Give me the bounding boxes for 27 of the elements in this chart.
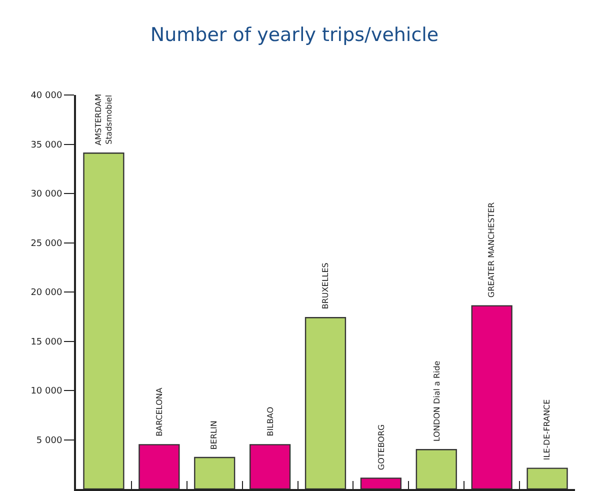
bar	[360, 478, 402, 489]
bar	[83, 152, 124, 489]
x-tick-label: GOTEBORG	[376, 424, 386, 470]
y-tick-label: 30 000	[30, 190, 62, 200]
x-tick-label: BARCELONA	[154, 387, 164, 436]
bar	[304, 317, 346, 489]
x-tick-label: AMSTERDAM Stadsmobiel	[94, 94, 114, 146]
x-tick-label: BERLIN	[210, 420, 219, 450]
bar	[416, 449, 457, 489]
y-tick-label: 20 000	[30, 288, 62, 298]
x-tick-label: BILBAO	[266, 406, 275, 436]
bar	[250, 444, 291, 489]
chart-title: Number of yearly trips/vehicle	[150, 24, 439, 46]
y-tick-label: 5 000	[36, 436, 62, 446]
x-tick-label: GREATER MANCHESTER	[487, 202, 496, 298]
y-tick-label: 25 000	[30, 238, 62, 249]
y-tick-label: 35 000	[30, 140, 62, 150]
x-tick-label: LONDON Dial a Ride	[432, 360, 442, 442]
bar	[194, 456, 236, 489]
y-tick-label: 15 000	[30, 337, 62, 348]
y-tick-label: 10 000	[30, 386, 62, 397]
bar	[471, 305, 512, 489]
bar	[138, 444, 180, 489]
y-tick-label: 40 000	[30, 91, 62, 102]
x-tick-label: ILE-DE-FRANCE	[542, 399, 552, 460]
x-tick-label: BRUXELLES	[320, 262, 330, 310]
bar	[526, 468, 568, 489]
